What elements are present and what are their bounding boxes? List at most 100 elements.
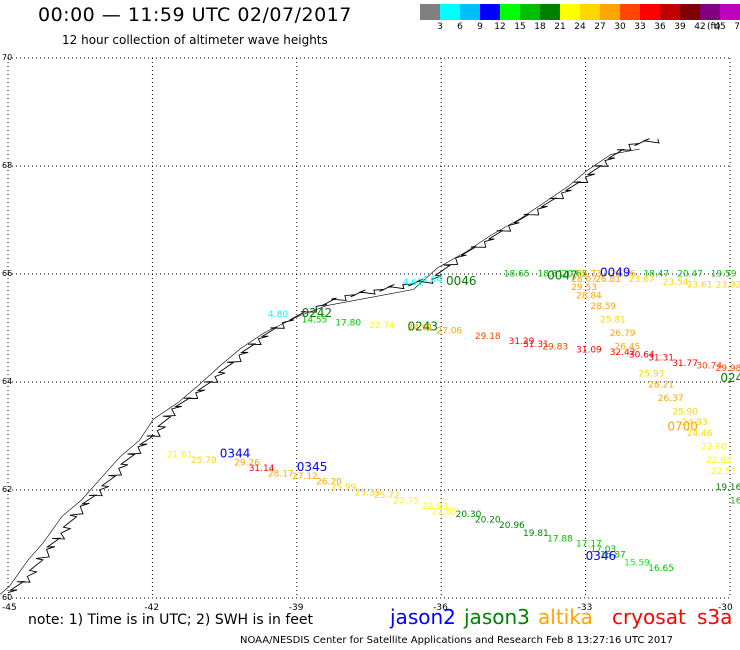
wave-height-value: 20.20 [475,515,501,525]
lon-tick-label: -33 [578,603,593,613]
wave-height-value: 29.18 [475,332,501,342]
pass-time-label: 0700 [667,420,698,434]
legend-label: 27 [594,22,606,32]
legend-label: 12 [494,22,506,32]
legend-swatch [640,4,660,20]
axis-ticks: 70 68 66 64 62 60-45 -42 -39 -36 -33 -30 [2,53,733,613]
wave-height-value: 32.42 [610,348,636,358]
legend-swatch [520,4,540,20]
wave-height-value: 31.29 [509,337,535,347]
wave-height-value: 17.03 [590,545,616,555]
pass-time-label: 0047 [547,268,578,282]
wave-height-value: 29.83 [542,343,568,353]
pass-times: 0046 0047 0049 0242 0243 0244 0344 0345 0346 0700 [220,266,740,564]
color-legend-bar [420,4,740,20]
wave-height-value: 26.81 [595,275,621,285]
wave-height-value: 28.17 [268,470,294,480]
wave-height-value: 31.31 [648,353,674,363]
wave-height-value: 19.59 [711,270,737,280]
wave-height-value: 25.35 [355,488,381,498]
legend-swatch [600,4,620,20]
pass-time-label: 0046 [446,274,477,288]
graticule [7,57,731,599]
wave-height-value: 31.77 [672,359,698,369]
wave-height-value: 4.62 [403,278,423,288]
pass-time-label: 0244 [720,371,740,385]
credit-line: NOAA/NESDIS Center for Satellite Applica… [240,635,673,646]
wave-height-value: 25.72 [374,491,400,501]
wave-height-value: 4.80 [268,310,288,320]
pass-time-label: 0345 [297,460,328,474]
legend-label: 33 [634,22,646,32]
lat-tick-label: 66 [2,269,12,278]
wave-height-value: 25.90 [672,407,698,417]
wave-height-value: 26.20 [316,478,342,488]
wave-height-value: 23.92 [716,281,740,291]
pass-time-label: 0049 [600,266,631,280]
wave-height-value: 26.37 [658,394,684,404]
map-title: 00:00 — 11:59 UTC 02/07/2017 [38,4,352,26]
wave-height-value: 29.53 [571,283,597,293]
wave-height-value: 28.59 [590,302,616,312]
wave-height-value: 18.31 [538,270,564,280]
wave-height-value: 29.26 [234,459,260,469]
wave-height-value: 16.87 [600,551,626,561]
pass-time-label: 0346 [586,549,617,563]
wave-height-value: 22.75 [393,497,419,507]
legend-label: 21 [554,22,566,32]
wave-height-value: 26.45 [615,343,641,353]
legend-label: 3 [437,22,443,32]
legend-swatch [660,4,680,20]
legend-swatch [460,4,480,20]
wave-height-value: 4.64 [422,275,442,285]
pass-time-label: 0344 [220,447,251,461]
wave-height-value: 31.14 [249,464,275,474]
wave-height-value: 31.31 [523,340,549,350]
legend-label: 70 [734,22,740,32]
wave-height-value: 14.55 [302,316,328,326]
wave-height-value: 24.01 [408,324,434,334]
wave-height-value: 23.67 [629,275,655,285]
footer-note: note: 1) Time is in UTC; 2) SWH is in fe… [28,612,314,628]
wave-height-value: 22.51 [711,467,737,477]
wave-height-value: 31.09 [576,345,602,355]
legend-label: 15 [514,22,526,32]
wave-height-value: 19.81 [523,529,549,539]
legend-label: 36 [654,22,666,32]
wave-height-value: 22.60 [701,443,727,453]
wave-height-value: 17.80 [335,318,361,328]
wave-height-value: 18.65 [504,270,530,280]
wave-height-value: 25.99 [331,483,357,493]
wave-height-value: 28.07 [571,275,597,285]
wave-height-value: 21.81 [167,451,193,461]
map-subtitle: 12 hour collection of altimeter wave hei… [62,33,328,47]
lon-tick-label: -42 [144,603,159,613]
wave-height-value: 20.63 [562,270,588,280]
wave-height-value: 23.61 [687,281,713,291]
wave-height-value: 20.30 [456,510,482,520]
wave-height-value: 25.93 [639,370,665,380]
wave-height-value: 15.59 [624,559,650,569]
satellite-s3a-label: s3a [697,605,733,629]
legend-swatch [420,4,440,20]
wave-height-value: 27.06 [436,326,462,336]
wave-height-value: 24.46 [687,429,713,439]
coastline [0,138,660,595]
wave-height-value: 23.54 [663,278,689,288]
legend-swatch [680,4,700,20]
satellite-jason3-label: jason3 [464,605,530,629]
wave-height-value: 18.47 [643,270,669,280]
greenland-coastline [7,138,660,594]
pass-time-label: 0243 [408,320,439,334]
legend-swatch [720,4,740,20]
legend-unit: (ft) [707,22,721,32]
legend-label: 42 [694,22,706,32]
wave-height-value: 29.98 [716,364,740,374]
wave-height-value: 19.16 [716,483,740,493]
wave-height-value: 28.21 [648,380,674,390]
legend-swatch [500,4,520,20]
satellite-cryosat-label: cryosat [612,605,686,629]
wave-height-values: 4.644.62 4.80 14.55 17.80 22.74 24.01 27.06 29.… [167,270,740,574]
wave-height-value: 28.76 [610,270,636,280]
